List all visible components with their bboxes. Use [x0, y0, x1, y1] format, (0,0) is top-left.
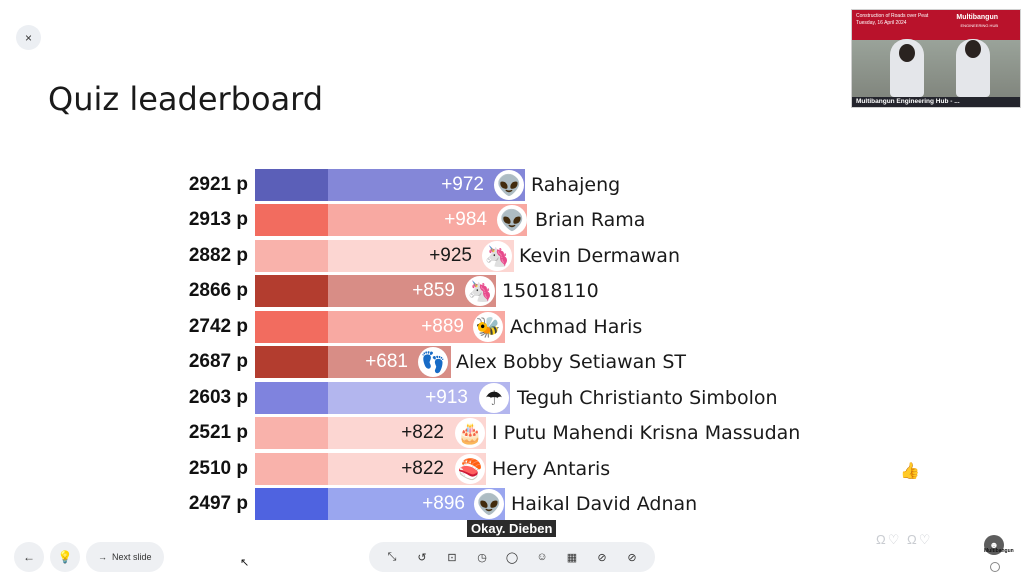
video-banner-headline: Construction of Roads over Peat	[856, 13, 929, 19]
video-logo-sub: ENGINEERING HUB	[960, 23, 998, 28]
round-gain-bar	[328, 204, 527, 236]
video-background	[852, 40, 1020, 107]
player-score: 2497 p	[188, 493, 248, 514]
player-score: 2866 p	[188, 280, 248, 301]
previous-score-bar	[255, 382, 328, 414]
player-score: 2603 p	[188, 387, 248, 408]
player-name: Haikal David Adnan	[511, 493, 698, 515]
previous-score-bar	[255, 169, 328, 201]
round-gain-label: +925	[429, 245, 472, 266]
round-gain-label: +984	[444, 209, 487, 230]
stop-icon[interactable]: ⊘	[627, 551, 637, 564]
previous-score-bar	[255, 311, 328, 343]
page-title: Quiz leaderboard	[48, 80, 324, 118]
hint-button[interactable]: 💡	[50, 542, 80, 572]
previous-score-bar	[255, 417, 328, 449]
player-name: Achmad Haris	[510, 316, 643, 338]
previous-score-bar	[255, 346, 328, 378]
arrow-right-icon: →	[98, 552, 107, 562]
player-score: 2882 p	[188, 245, 248, 266]
player-name: Kevin Dermawan	[519, 245, 680, 267]
round-gain-bar	[328, 169, 525, 201]
player-score: 2742 p	[188, 316, 248, 337]
previous-score-bar	[255, 488, 328, 520]
player-score: 2521 p	[188, 422, 248, 443]
minimize-icon[interactable]: ⤡	[387, 550, 397, 563]
rewind-icon[interactable]: ↺	[417, 551, 427, 564]
round-gain-label: +896	[422, 493, 465, 514]
presenter-left-head	[899, 44, 915, 62]
player-score: 2913 p	[188, 209, 248, 230]
video-caption: Multibangun Engineering Hub - ...	[852, 97, 1020, 107]
round-gain-label: +859	[412, 280, 455, 301]
round-gain-label: +681	[365, 351, 408, 372]
round-gain-label: +913	[425, 387, 468, 408]
footprint-icon: 👣	[418, 347, 448, 377]
comment-icon[interactable]: ◯	[505, 551, 519, 564]
alien-icon: 👽	[497, 205, 527, 235]
video-banner	[852, 10, 1020, 40]
alien-icon: 👽	[494, 170, 524, 200]
unicorn-icon: 🦄	[465, 276, 495, 306]
unicorn-icon: 🦄	[482, 241, 512, 271]
slide-navigation: ← 💡 → Next slide	[14, 542, 164, 572]
player-score: 2921 p	[188, 174, 248, 195]
thumbs-up-icon[interactable]: 👍	[900, 463, 920, 480]
round-gain-label: +822	[401, 422, 444, 443]
previous-score-bar	[255, 240, 328, 272]
player-name: 15018110	[502, 280, 599, 302]
previous-score-bar	[255, 275, 328, 307]
player-name: Brian Rama	[535, 209, 646, 231]
round-gain-label: +972	[441, 174, 484, 195]
present-icon[interactable]: ⊡	[447, 551, 457, 564]
close-button[interactable]: ×	[16, 25, 41, 50]
cake-icon: 🎂	[455, 418, 485, 448]
multibangun-logo-icon: ☻	[984, 535, 1004, 555]
round-gain-label: +889	[421, 316, 464, 337]
player-score: 2510 p	[188, 458, 248, 479]
player-name: Hery Antaris	[492, 458, 611, 480]
previous-score-bar	[255, 453, 328, 485]
video-feed: Construction of Roads over Peat Tuesday,…	[851, 9, 1021, 108]
bee-icon: 🐝	[473, 312, 503, 342]
indicator-circle	[990, 562, 1000, 572]
mouse-cursor-icon: ↖	[240, 557, 250, 569]
presenter-right-head	[965, 40, 981, 58]
umbrella-icon: ☂	[479, 383, 509, 413]
previous-score-bar	[255, 204, 328, 236]
round-gain-label: +822	[401, 458, 444, 479]
player-name: Rahajeng	[531, 174, 621, 196]
player-score: 2687 p	[188, 351, 248, 372]
video-banner-subtitle: Tuesday, 16 April 2024	[856, 20, 907, 26]
alien-icon: 👽	[474, 489, 504, 519]
sushi-icon: 🍣	[455, 454, 485, 484]
reaction-icon[interactable]: ☺	[536, 551, 548, 563]
next-slide-button[interactable]: → Next slide	[86, 542, 164, 572]
tooltip: Okay. Dieben	[467, 520, 557, 537]
player-name: Alex Bobby Setiawan ST	[456, 351, 687, 373]
video-logo: Multibangun	[956, 14, 998, 21]
player-name: I Putu Mahendi Krisna Massudan	[492, 422, 801, 444]
previous-slide-button[interactable]: ←	[14, 542, 44, 572]
presenter-toolbar: ⤡ ↺ ⊡ ◷ ◯ ☺ ▦ ⊘ ⊘	[369, 542, 655, 572]
player-name: Teguh Christianto Simbolon	[517, 387, 778, 409]
hide-icon[interactable]: ⊘	[597, 551, 607, 564]
next-slide-label: Next slide	[112, 552, 152, 562]
timer-icon[interactable]: ◷	[477, 551, 487, 564]
mini-logo-text: Multibangun	[984, 548, 1014, 554]
reactions-strip: Ω♡ Ω♡	[876, 532, 933, 547]
qr-code-icon[interactable]: ▦	[566, 551, 578, 564]
